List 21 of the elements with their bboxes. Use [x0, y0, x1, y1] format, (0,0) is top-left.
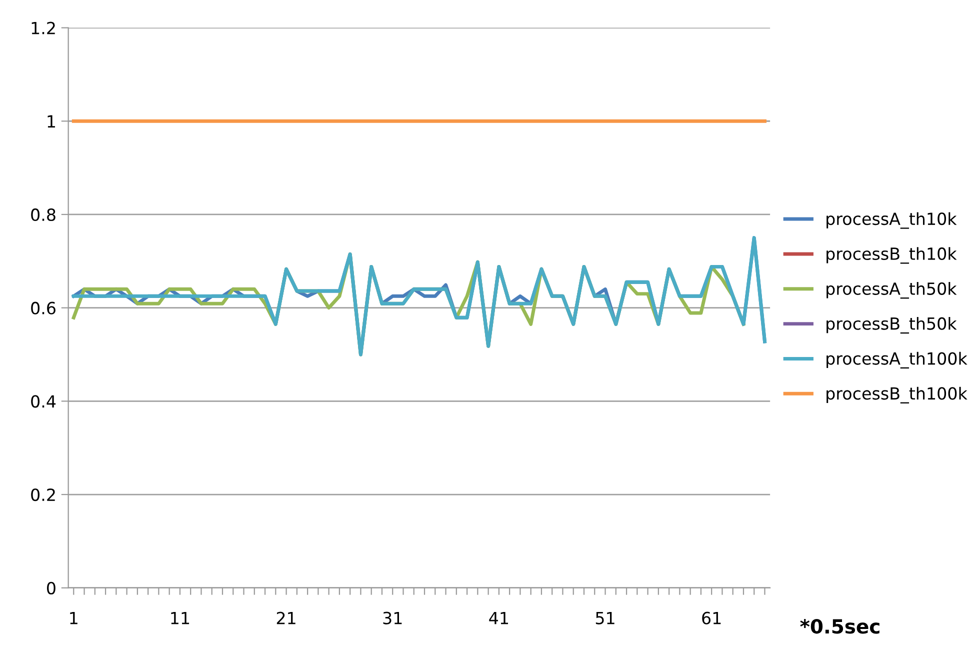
x-tick-label: 61 [702, 612, 721, 624]
y-tick-label: 0 [47, 582, 56, 594]
x-tick-label: 1 [70, 612, 78, 624]
legend-label: processA_th50k [826, 282, 957, 299]
y-tick-label: 1.2 [32, 22, 55, 34]
legend-label: processA_th100k [826, 352, 968, 369]
legend-label: processA_th10k [826, 212, 957, 229]
y-tick-label: 0.8 [31, 208, 56, 222]
legend-label: processB_th10k [826, 247, 957, 264]
y-tick-label: 1 [48, 115, 55, 128]
y-tick-label: 0.4 [31, 395, 56, 408]
x-tick-label: 41 [489, 612, 508, 624]
x-tick-label: 11 [171, 612, 190, 624]
y-tick-label: 0.2 [31, 488, 55, 502]
x-tick-label: 31 [383, 612, 402, 624]
x-tick-label: 21 [276, 612, 296, 624]
legend-label: processB_th50k [826, 316, 957, 334]
x-axis-title: *0.5sec [800, 619, 880, 634]
legend-label: processB_th100k [826, 386, 968, 404]
x-tick-label: 51 [596, 612, 614, 624]
y-tick-label: 0.6 [31, 302, 56, 314]
